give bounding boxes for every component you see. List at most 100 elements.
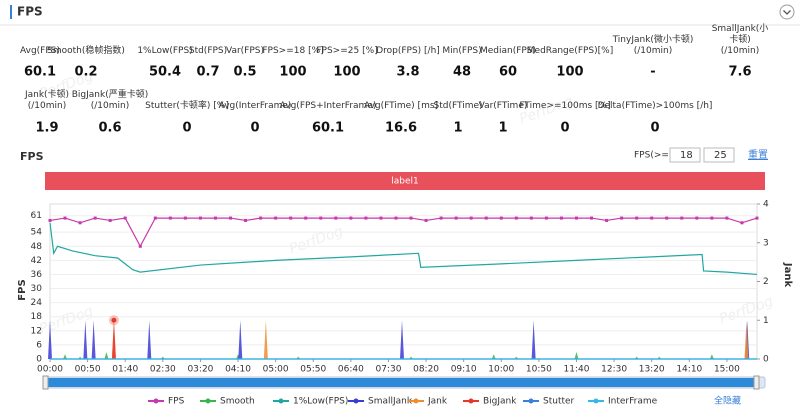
x-tick-label: 07:30 — [375, 365, 401, 375]
series-marker — [93, 216, 97, 220]
series-marker — [108, 218, 112, 222]
event-spike — [531, 320, 536, 359]
series-marker — [48, 218, 52, 222]
stat-label: 1%Low(FPS) — [137, 46, 193, 56]
series-marker — [304, 216, 308, 220]
legend-item[interactable]: Jank — [408, 397, 448, 407]
legend-item[interactable]: FPS — [148, 397, 185, 407]
collapse-button[interactable] — [779, 4, 795, 20]
stat-value: 0.6 — [98, 120, 122, 136]
event-spike — [263, 320, 268, 359]
legend-label: InterFrame — [608, 397, 658, 407]
hide-all-link[interactable]: 全隐藏 — [714, 395, 741, 407]
event-spike — [574, 351, 579, 359]
series-marker — [409, 216, 413, 220]
stat-label: Avg(FPS+InterFrame) — [279, 101, 377, 111]
y2-tick-label: 3 — [763, 238, 769, 248]
y2-tick-label: 1 — [763, 316, 769, 326]
threshold-input[interactable] — [669, 147, 701, 163]
series-marker — [484, 216, 488, 220]
series-marker — [394, 216, 398, 220]
stat-value: 0 — [182, 120, 192, 136]
x-tick-label: 10:50 — [526, 365, 552, 375]
scroll-handle[interactable] — [753, 375, 760, 390]
watermark: PerfDog — [37, 303, 95, 337]
series-marker — [349, 216, 353, 220]
legend-item[interactable]: InterFrame — [588, 397, 658, 407]
series-marker — [439, 216, 443, 220]
series-marker — [78, 221, 82, 225]
threshold-input[interactable] — [703, 147, 735, 163]
event-spike — [744, 320, 749, 359]
event-spike — [91, 320, 96, 359]
series-marker — [454, 216, 458, 220]
series-marker — [334, 216, 338, 220]
plot-area — [49, 203, 758, 360]
series-marker — [665, 216, 669, 220]
series-marker — [499, 216, 503, 220]
series-marker — [725, 216, 729, 220]
stat-label: FTime>=100ms [%] — [519, 101, 611, 111]
legend-label: BigJank — [483, 397, 517, 407]
x-tick-label: 02:30 — [150, 365, 176, 375]
series-marker — [379, 216, 383, 220]
legend-swatch-dot — [205, 398, 211, 404]
stat-value: 60 — [498, 64, 518, 80]
x-tick-label: 14:10 — [676, 365, 702, 375]
threshold-label: FPS(>=) — [634, 151, 672, 161]
event-spike — [104, 351, 109, 359]
series-marker — [244, 218, 248, 222]
reset-link[interactable]: 重置 — [748, 148, 768, 161]
stat-label: Var(FPS) — [225, 46, 265, 56]
series-marker — [198, 216, 202, 220]
event-spike — [147, 320, 152, 359]
series-marker — [229, 216, 233, 220]
stat-label: Std(FPS) — [188, 46, 228, 56]
stat-value: - — [650, 64, 656, 80]
legend-label: SmallJank — [368, 397, 413, 407]
x-tick-label: 01:40 — [112, 365, 138, 375]
legend-item[interactable]: SmallJank — [348, 397, 413, 407]
event-spike — [63, 354, 68, 359]
legend-swatch-dot — [353, 398, 359, 404]
series-marker — [514, 216, 518, 220]
stat-value: 100 — [279, 64, 307, 80]
series-marker — [559, 216, 563, 220]
stat-label: Avg(FTime) [ms] — [363, 101, 439, 111]
x-tick-label: 09:10 — [451, 365, 477, 375]
series-marker — [710, 216, 714, 220]
series-marker — [63, 216, 67, 220]
y-tick-label: 42 — [31, 256, 42, 266]
series-marker — [213, 216, 217, 220]
stat-value: 1 — [453, 120, 463, 136]
series-marker — [183, 216, 187, 220]
event-spike — [48, 320, 52, 359]
header-accent — [10, 5, 12, 19]
x-tick-label: 00:50 — [75, 365, 101, 375]
series-marker — [529, 216, 533, 220]
event-spike — [491, 354, 496, 359]
stat-value: 0.2 — [74, 64, 98, 80]
stat-value: 100 — [556, 64, 584, 80]
x-tick-label: 00:00 — [37, 365, 63, 375]
x-tick-label: 08:20 — [413, 365, 439, 375]
legend-item[interactable]: 1%Low(FPS) — [273, 397, 348, 407]
stat-label: Delta(FTime)>100ms [/h] — [597, 101, 713, 111]
legend-label: FPS — [168, 397, 185, 407]
legend-swatch-dot — [468, 398, 474, 404]
series-marker — [755, 216, 759, 220]
stat-value: 48 — [452, 64, 472, 80]
y2-tick-label: 2 — [763, 277, 769, 287]
scroll-handle[interactable] — [42, 375, 49, 390]
stat-value: 100 — [333, 64, 361, 80]
legend-swatch-dot — [528, 398, 534, 404]
stat-label: BigJank(严重卡顿) (/10min) — [71, 90, 149, 111]
legend-item[interactable]: Stutter — [523, 397, 575, 407]
legend-item[interactable]: Smooth — [200, 397, 255, 407]
y-tick-label: 24 — [31, 298, 43, 308]
scrollbar-thumb[interactable] — [47, 378, 757, 387]
stat-label: Avg(InterFrame) — [218, 101, 292, 111]
y2-tick-label: 0 — [763, 355, 769, 365]
legend-item[interactable]: BigJank — [463, 397, 517, 407]
